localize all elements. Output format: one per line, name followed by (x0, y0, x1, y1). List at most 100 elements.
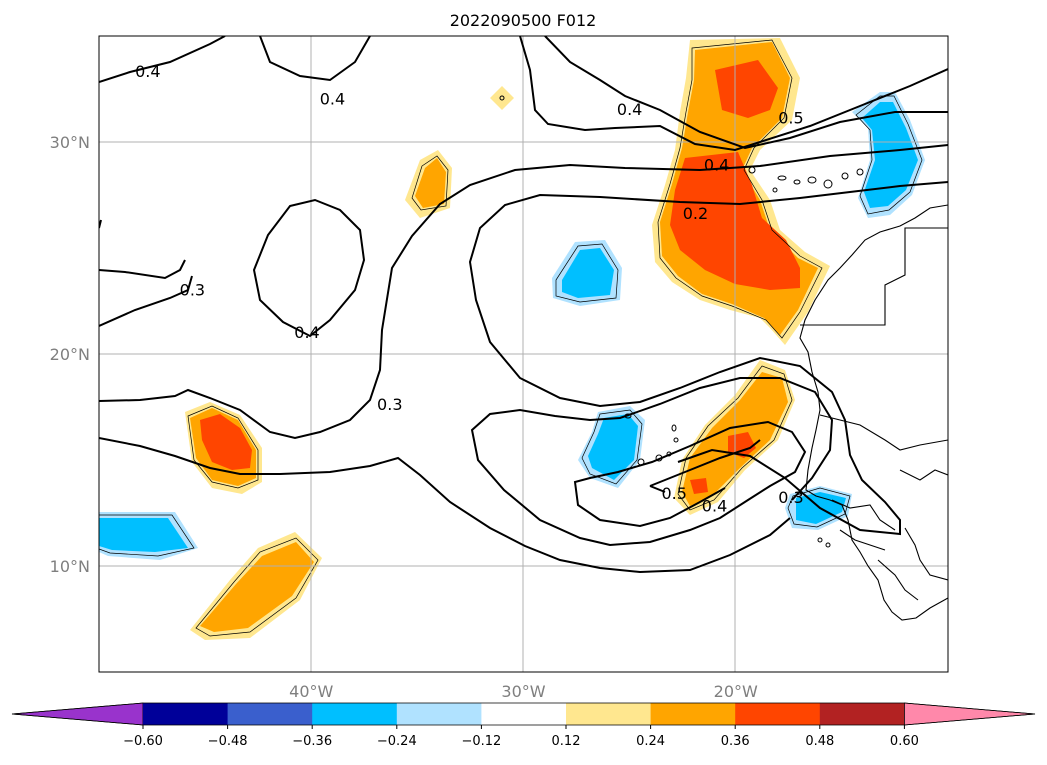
lon-tick-label: 20°W (714, 682, 758, 701)
colorbar-tick-label: 0.12 (552, 734, 581, 749)
coastlines (799, 204, 948, 621)
island-canary (793, 179, 801, 185)
anomaly-area-negative (862, 102, 918, 208)
lon-tick-label: 40°W (289, 682, 333, 701)
anomaly-area-negative (562, 248, 614, 298)
colorbar-segment (650, 703, 736, 725)
anomaly-area-positive (200, 542, 314, 632)
contour-label: 0.4 (617, 100, 642, 119)
contour-line (99, 36, 226, 83)
map-panel: 0.4 0.4 0.4 0.5 0.4 0.2 0.3 0.4 0.3 0.5 0.4 0.3 (98, 35, 949, 673)
anomaly-outline (195, 537, 319, 637)
anomaly-area-negative (588, 414, 638, 480)
colorbar-tick-label: −0.24 (377, 734, 417, 749)
colorbar-tick-label: −0.12 (461, 734, 501, 749)
axis-labels: 40°W 30°W 20°W 30°N 20°N 10°N (50, 133, 758, 701)
colorbar-tick-label: −0.48 (208, 734, 248, 749)
contour-labels: 0.4 0.4 0.4 0.5 0.4 0.2 0.3 0.4 0.3 0.5 0.4 0.3 (135, 62, 804, 516)
contour-label: 0.4 (294, 323, 319, 342)
anomaly-outline (187, 405, 259, 489)
island (499, 95, 505, 101)
coastline-africa (799, 204, 948, 621)
anomaly-area-negative (99, 518, 188, 552)
island-canary (841, 172, 849, 180)
contour-label: 0.3 (180, 280, 205, 299)
contour-line (468, 181, 948, 536)
map-frame (98, 35, 949, 673)
anomaly-area-positive (415, 158, 446, 208)
contour-line (99, 259, 186, 280)
contour-label: 0.4 (320, 90, 345, 109)
lat-tick-label: 10°N (50, 557, 90, 576)
anomaly-outline (677, 365, 793, 511)
anomaly-outline (99, 514, 195, 557)
anomaly-area-positive (200, 414, 252, 470)
colorbar-segment (227, 703, 313, 725)
contour-line (519, 36, 948, 152)
border-guinea (904, 527, 948, 581)
island-bijagos (825, 542, 831, 548)
lat-tick-label: 30°N (50, 133, 90, 152)
lat-tick-label: 20°N (50, 345, 90, 364)
contour-line (259, 36, 371, 82)
island-canary (807, 176, 817, 184)
colorbar-tick-label: −0.60 (123, 734, 163, 749)
colorbar-segment (735, 703, 821, 725)
colorbar-extend-over (904, 702, 1036, 726)
island-canary (856, 168, 864, 176)
anomaly-outline (855, 95, 923, 215)
contour-label: 0.4 (135, 62, 160, 81)
shading-outlines (99, 39, 923, 637)
contour-line (99, 275, 193, 327)
contour-line (544, 36, 948, 150)
contour-label: 0.5 (778, 109, 803, 128)
map-title: 2022090500 F012 (450, 11, 597, 30)
colorbar-segment (481, 703, 567, 725)
anomaly-outline (787, 487, 851, 528)
colorbar-segment (143, 703, 229, 725)
island-canary (777, 175, 787, 181)
border-guinea-bissau (839, 529, 886, 551)
anomaly-area-positive (715, 60, 778, 118)
border-senegal-mali (831, 499, 896, 531)
anomaly-area-positive (690, 478, 708, 494)
colorbar-segment (396, 703, 482, 725)
colorbar-extend-under (11, 702, 144, 726)
anomaly-outline (411, 155, 449, 211)
contour-label: 0.3 (778, 488, 803, 507)
colorbar: −0.60 −0.48 −0.36 −0.24 −0.12 0.12 0.24 0.36 0.4… (11, 702, 1036, 749)
contour-line (99, 437, 791, 574)
contour-line (649, 439, 761, 487)
anomaly-outline (581, 409, 643, 485)
contour-lines (99, 36, 948, 574)
gridlines (99, 36, 948, 672)
island-cape-verde (671, 424, 677, 432)
contour-line (252, 198, 366, 338)
island-canary (823, 179, 833, 189)
anomaly-area-positive (490, 86, 514, 110)
contour-line (470, 377, 834, 547)
border-mali (899, 469, 948, 481)
colorbar-segment (566, 703, 652, 725)
island-bijagos (817, 537, 823, 543)
contour-label: 0.4 (702, 497, 727, 516)
lon-tick-label: 30°W (501, 682, 545, 701)
contour-line (99, 144, 948, 440)
colorbar-segment (819, 703, 905, 725)
border-mauritania-mali (819, 414, 948, 451)
anomaly-outline (657, 39, 823, 339)
anomaly-outline (555, 243, 619, 303)
colorbar-tick-label: 0.24 (636, 734, 665, 749)
border-sierra-leone (877, 559, 919, 601)
contour-label: 0.2 (683, 204, 708, 223)
colorbar-tick-label: 0.60 (890, 734, 919, 749)
colorbar-tick-label: 0.36 (721, 734, 750, 749)
colorbar-segment (312, 703, 398, 725)
colorbar-tick-label: −0.36 (292, 734, 332, 749)
contour-line (649, 485, 666, 493)
island-canary (772, 187, 778, 193)
border-western-sahara (800, 227, 948, 326)
contour-label: 0.3 (377, 395, 402, 414)
contour-label: 0.4 (704, 155, 729, 174)
